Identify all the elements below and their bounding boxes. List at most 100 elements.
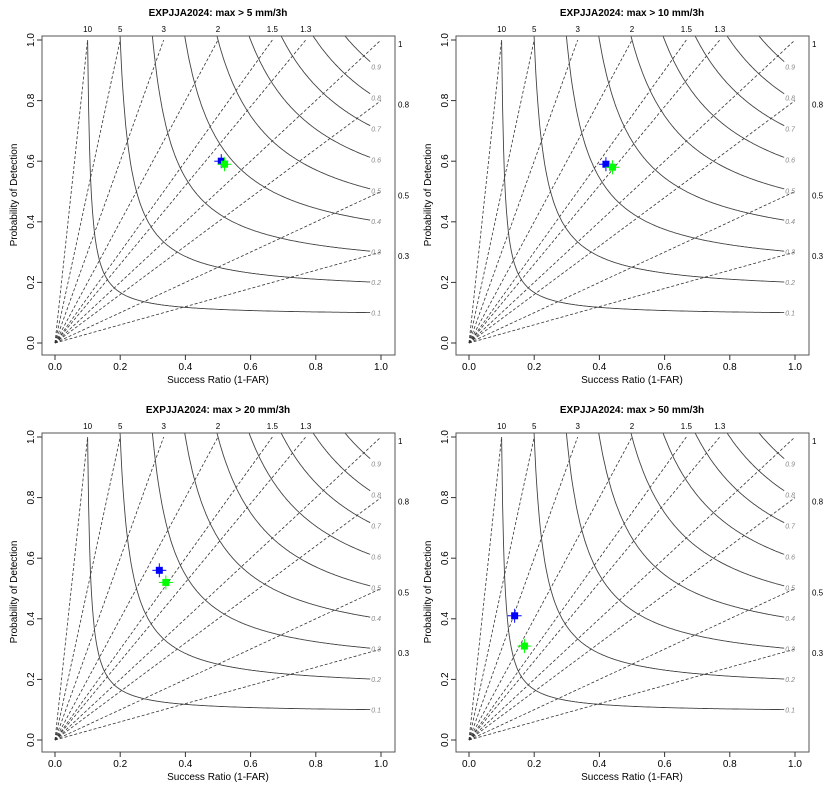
csi-label: 0.1 [371, 311, 381, 318]
y-tick-label: 0.8 [26, 93, 37, 107]
x-tick-label: 0.4 [592, 362, 606, 373]
bias-top-label: 10 [497, 422, 506, 431]
x-tick-label: 0.8 [309, 759, 323, 770]
csi-label: 0.7 [371, 524, 382, 531]
csi-label: 0.7 [785, 127, 796, 134]
bias-right-label: 0.5 [812, 589, 824, 598]
y-tick-label: 0.6 [440, 551, 451, 565]
csi-curve [280, 36, 371, 127]
y-tick-label: 0.8 [440, 490, 451, 504]
bias-right-label: 1 [398, 437, 403, 446]
csi-label: 0.3 [371, 250, 381, 257]
y-tick-label: 0.2 [26, 672, 37, 686]
y-tick-label: 1.0 [26, 33, 37, 47]
csi-curve [216, 433, 371, 587]
x-axis-label: Success Ratio (1-FAR) [581, 772, 683, 783]
csi-label: 0.8 [785, 493, 795, 500]
bias-top-label: 5 [118, 422, 123, 431]
y-tick-label: 1.0 [440, 33, 451, 47]
y-tick-label: 0.0 [440, 336, 451, 350]
csi-label: 0.3 [371, 647, 381, 654]
csi-curve [662, 433, 785, 555]
bias-right-label: 0.8 [812, 101, 824, 110]
csi-curve [565, 36, 785, 252]
y-tick-label: 0.2 [26, 275, 37, 289]
bias-right-label: 0.3 [812, 649, 824, 658]
bias-line [468, 436, 687, 741]
csi-curve [565, 433, 785, 649]
csi-curve [151, 433, 371, 649]
bias-line [54, 39, 273, 344]
bias-top-label: 1.5 [681, 25, 693, 34]
bias-line [54, 251, 382, 344]
bias-top-label: 3 [575, 25, 580, 34]
csi-curve [758, 36, 785, 63]
bias-line [468, 39, 721, 344]
bias-line [54, 39, 307, 344]
y-tick-label: 0.4 [440, 214, 451, 228]
csi-label: 0.6 [785, 555, 795, 562]
bias-line [468, 497, 796, 741]
csi-curve [533, 36, 785, 283]
csi-label: 0.3 [785, 647, 795, 654]
csi-label: 0.7 [785, 524, 796, 531]
data-point-green [221, 160, 229, 168]
csi-curve [344, 433, 371, 460]
csi-label: 0.1 [785, 311, 795, 318]
csi-curve [758, 433, 785, 460]
csi-curve [184, 433, 371, 618]
data-point-green [162, 578, 170, 586]
csi-curve [501, 436, 785, 711]
plot-area [54, 36, 382, 344]
x-tick-label: 0.0 [462, 759, 476, 770]
bias-line [54, 39, 88, 344]
x-axis-label: Success Ratio (1-FAR) [167, 375, 269, 386]
csi-curve [726, 433, 785, 492]
csi-curve [598, 433, 785, 618]
bias-line [468, 436, 502, 741]
bias-line [54, 436, 307, 741]
x-tick-label: 0.2 [113, 759, 127, 770]
bias-line [54, 436, 165, 741]
plot-box [41, 35, 396, 356]
csi-label: 0.8 [785, 96, 795, 103]
bias-line [468, 100, 796, 344]
bias-top-label: 1.5 [681, 422, 693, 431]
y-tick-label: 0.8 [26, 490, 37, 504]
y-tick-label: 0.0 [440, 733, 451, 747]
csi-label: 0.2 [785, 280, 795, 287]
plot-area [54, 433, 382, 741]
y-tick-label: 0.2 [440, 275, 451, 289]
x-tick-label: 0.2 [527, 759, 541, 770]
csi-curve [630, 433, 785, 587]
csi-label: 0.4 [371, 616, 381, 623]
bias-top-label: 2 [630, 25, 635, 34]
csi-label: 0.9 [371, 462, 381, 469]
x-tick-label: 1.0 [374, 362, 388, 373]
bias-line [54, 39, 121, 344]
bias-line [468, 436, 796, 741]
y-axis-label: Probability of Detection [423, 144, 434, 247]
csi-curve [151, 36, 371, 252]
x-tick-label: 0.4 [178, 759, 192, 770]
panel-title: EXPJJA2024: max > 5 mm/3h [149, 8, 288, 19]
csi-curve [119, 433, 371, 680]
data-point-green [520, 642, 528, 650]
bias-line [54, 648, 382, 741]
x-tick-label: 0.0 [462, 362, 476, 373]
csi-label: 0.3 [785, 250, 795, 257]
bias-top-label: 1.3 [300, 422, 312, 431]
csi-curve [662, 36, 785, 158]
csi-label: 0.5 [371, 188, 381, 195]
csi-curve [119, 36, 371, 283]
csi-curve [312, 36, 371, 95]
bias-top-label: 1.5 [267, 422, 279, 431]
x-tick-label: 0.0 [48, 759, 62, 770]
x-tick-label: 0.6 [658, 362, 672, 373]
x-tick-label: 1.0 [788, 759, 802, 770]
x-tick-label: 0.8 [723, 362, 737, 373]
x-tick-label: 0.6 [244, 362, 258, 373]
bias-top-label: 2 [216, 422, 221, 431]
bias-top-label: 1.3 [714, 422, 726, 431]
csi-curve [598, 36, 785, 221]
